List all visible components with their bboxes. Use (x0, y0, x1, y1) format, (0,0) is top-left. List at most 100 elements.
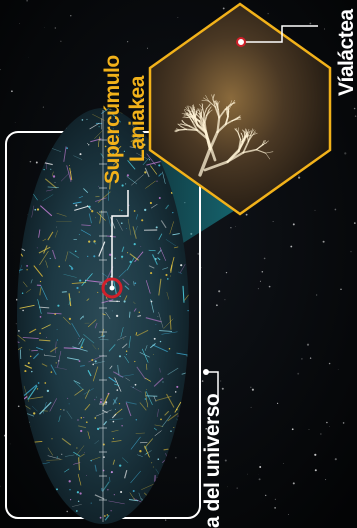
star (263, 257, 266, 260)
star (308, 429, 310, 430)
star (314, 469, 317, 472)
galaxy-point (167, 278, 169, 280)
filament (54, 366, 67, 370)
galaxy-point (115, 408, 117, 410)
filament (87, 319, 97, 328)
filament (124, 285, 130, 290)
star (0, 69, 2, 71)
galaxy-point (113, 494, 115, 496)
star (334, 208, 337, 211)
filament (133, 301, 136, 305)
filament (159, 247, 167, 261)
galaxy-point (112, 420, 115, 423)
laniakea-marker (101, 277, 123, 299)
filament (177, 271, 183, 274)
filament (160, 220, 167, 229)
filament (71, 323, 81, 338)
laniakea-flow-line (230, 103, 236, 105)
galaxy-point (135, 419, 137, 421)
filament (17, 269, 23, 274)
galaxy-point (79, 153, 82, 156)
galaxy-point (99, 516, 102, 519)
star (306, 343, 310, 346)
galaxy-point (106, 514, 109, 516)
filament (69, 251, 80, 259)
galaxy-point (79, 279, 82, 282)
laniakea-label-line2: Laniakea (126, 76, 149, 162)
galaxy-point (121, 425, 123, 427)
filament (74, 205, 89, 211)
star (259, 466, 262, 468)
filament (169, 221, 174, 235)
filament (109, 180, 111, 190)
star (245, 213, 248, 216)
filament (130, 386, 142, 393)
galaxy-point (58, 265, 61, 268)
galaxy-point (91, 210, 94, 213)
filament (31, 205, 35, 218)
filament (148, 265, 155, 269)
filament (76, 445, 85, 456)
galaxy-point (123, 300, 126, 303)
laniakea-flow-line (224, 119, 234, 126)
star (267, 13, 269, 15)
star (328, 362, 331, 365)
star (309, 357, 312, 359)
galaxy-point (149, 201, 153, 205)
galaxy-point (123, 150, 125, 152)
filament (17, 334, 26, 342)
star (337, 369, 339, 370)
star (235, 226, 236, 227)
filament (73, 451, 81, 457)
laniakea-flow-line (226, 150, 240, 163)
filament (137, 315, 142, 317)
filament (108, 500, 125, 505)
galaxy-point (144, 208, 147, 212)
filament (132, 226, 137, 239)
filament (165, 239, 177, 247)
filament (79, 338, 85, 349)
galaxy-point (94, 360, 97, 363)
filament (22, 281, 28, 288)
filament (80, 365, 85, 367)
galaxy-point (50, 168, 52, 170)
filament (68, 293, 72, 307)
galaxy-point (121, 184, 124, 187)
galaxy-point (74, 250, 77, 253)
filament (80, 229, 92, 236)
star (218, 290, 221, 293)
filament (142, 157, 150, 166)
filament (145, 317, 162, 323)
laniakea-marker-dot (109, 285, 115, 291)
filament (72, 346, 88, 352)
filament (71, 504, 82, 507)
filament (126, 176, 138, 185)
filament (121, 246, 125, 253)
filament (173, 246, 179, 249)
galaxy-point (104, 515, 106, 517)
galaxy-point (144, 398, 147, 400)
filament (33, 353, 39, 360)
filament (78, 457, 80, 471)
star (301, 358, 303, 360)
star (344, 152, 347, 155)
filament (51, 249, 57, 260)
filament (88, 213, 92, 224)
milky-way-hexagon (150, 4, 330, 214)
filament (153, 427, 157, 431)
star (274, 507, 276, 509)
laniakea-flow-line (241, 129, 245, 134)
galaxy-point (117, 139, 119, 142)
galaxy-point (141, 219, 144, 222)
galaxy-point (88, 240, 91, 243)
star (60, 40, 62, 42)
filament (86, 280, 103, 283)
galaxy-point (97, 348, 99, 350)
galaxy-point (56, 329, 58, 330)
filament (45, 162, 47, 170)
filament (42, 401, 47, 414)
filament (109, 365, 113, 370)
star (268, 285, 271, 288)
star (290, 245, 293, 248)
star (274, 498, 277, 501)
